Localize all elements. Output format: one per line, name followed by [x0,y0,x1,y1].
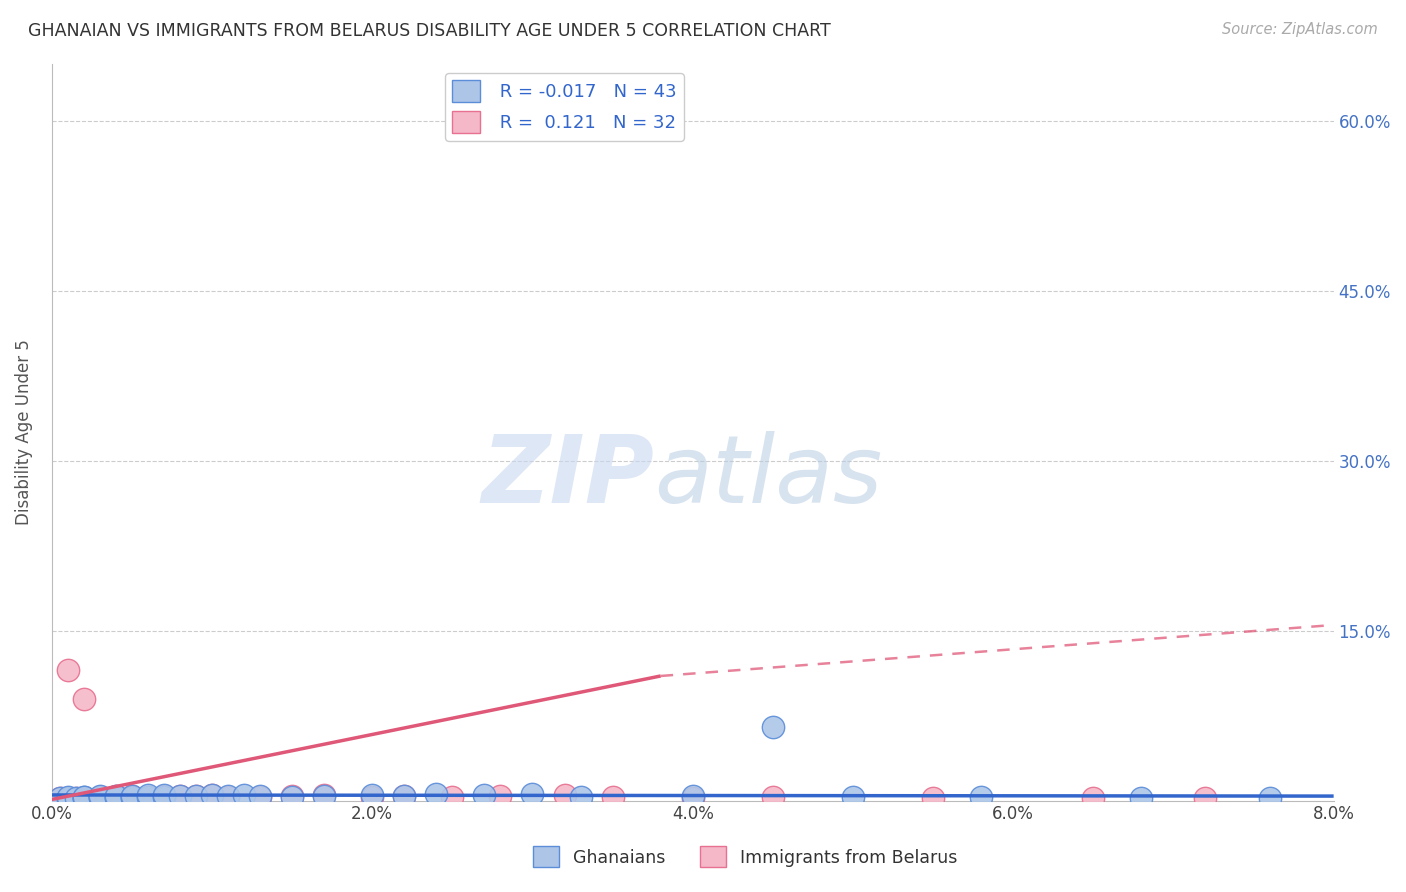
Point [522,787,544,801]
Point [184,789,207,803]
Point [201,788,224,802]
Point [169,789,191,803]
Point [184,789,207,803]
Point [56,791,79,805]
Point [136,788,159,802]
Point [49,791,72,805]
Point [201,788,224,802]
Point [73,790,96,805]
Point [73,791,96,805]
Legend:  R = -0.017   N = 43,  R =  0.121   N = 32: R = -0.017 N = 43, R = 0.121 N = 32 [446,73,683,141]
Point [104,789,127,803]
Point [314,789,336,803]
Point [153,789,176,803]
Point [49,791,72,805]
Point [569,790,592,805]
Text: Source: ZipAtlas.com: Source: ZipAtlas.com [1222,22,1378,37]
Point [73,792,96,806]
Point [1130,791,1153,805]
Point [1194,791,1216,805]
Point [121,789,143,803]
Point [89,790,111,805]
Text: ZIP: ZIP [481,431,654,523]
Point [602,790,624,805]
Point [89,790,111,805]
Point [65,791,87,805]
Point [73,790,96,805]
Point [249,789,271,803]
Point [121,789,143,803]
Point [1083,791,1105,805]
Point [553,788,575,802]
Point [65,791,87,805]
Point [682,791,704,805]
Point [73,691,96,706]
Point [89,791,111,805]
Point [169,789,191,803]
Point [394,789,416,803]
Point [104,790,127,805]
Point [73,791,96,805]
Point [56,790,79,805]
Point [314,788,336,802]
Point [361,788,384,802]
Point [89,789,111,803]
Point [121,791,143,805]
Point [441,790,464,805]
Point [922,791,945,805]
Point [121,790,143,805]
Point [104,789,127,803]
Point [1258,791,1281,805]
Point [89,790,111,805]
Point [233,788,256,802]
Point [153,790,176,805]
Legend: Ghanaians, Immigrants from Belarus: Ghanaians, Immigrants from Belarus [526,839,965,874]
Point [56,663,79,677]
Text: atlas: atlas [654,431,883,522]
Point [56,791,79,805]
Point [217,789,239,803]
Point [425,787,447,801]
Text: GHANAIAN VS IMMIGRANTS FROM BELARUS DISABILITY AGE UNDER 5 CORRELATION CHART: GHANAIAN VS IMMIGRANTS FROM BELARUS DISA… [28,22,831,40]
Point [104,791,127,805]
Point [281,789,304,803]
Point [217,790,239,805]
Point [89,790,111,805]
Point [56,792,79,806]
Point [104,790,127,805]
Point [361,790,384,805]
Point [394,789,416,803]
Point [136,790,159,805]
Point [121,790,143,805]
Point [474,788,496,802]
Point [136,790,159,805]
Point [489,789,512,803]
Y-axis label: Disability Age Under 5: Disability Age Under 5 [15,339,32,525]
Point [249,790,271,805]
Point [281,790,304,805]
Point [970,790,993,805]
Point [762,720,785,734]
Point [682,789,704,803]
Point [762,790,785,805]
Point [153,788,176,802]
Point [842,790,865,805]
